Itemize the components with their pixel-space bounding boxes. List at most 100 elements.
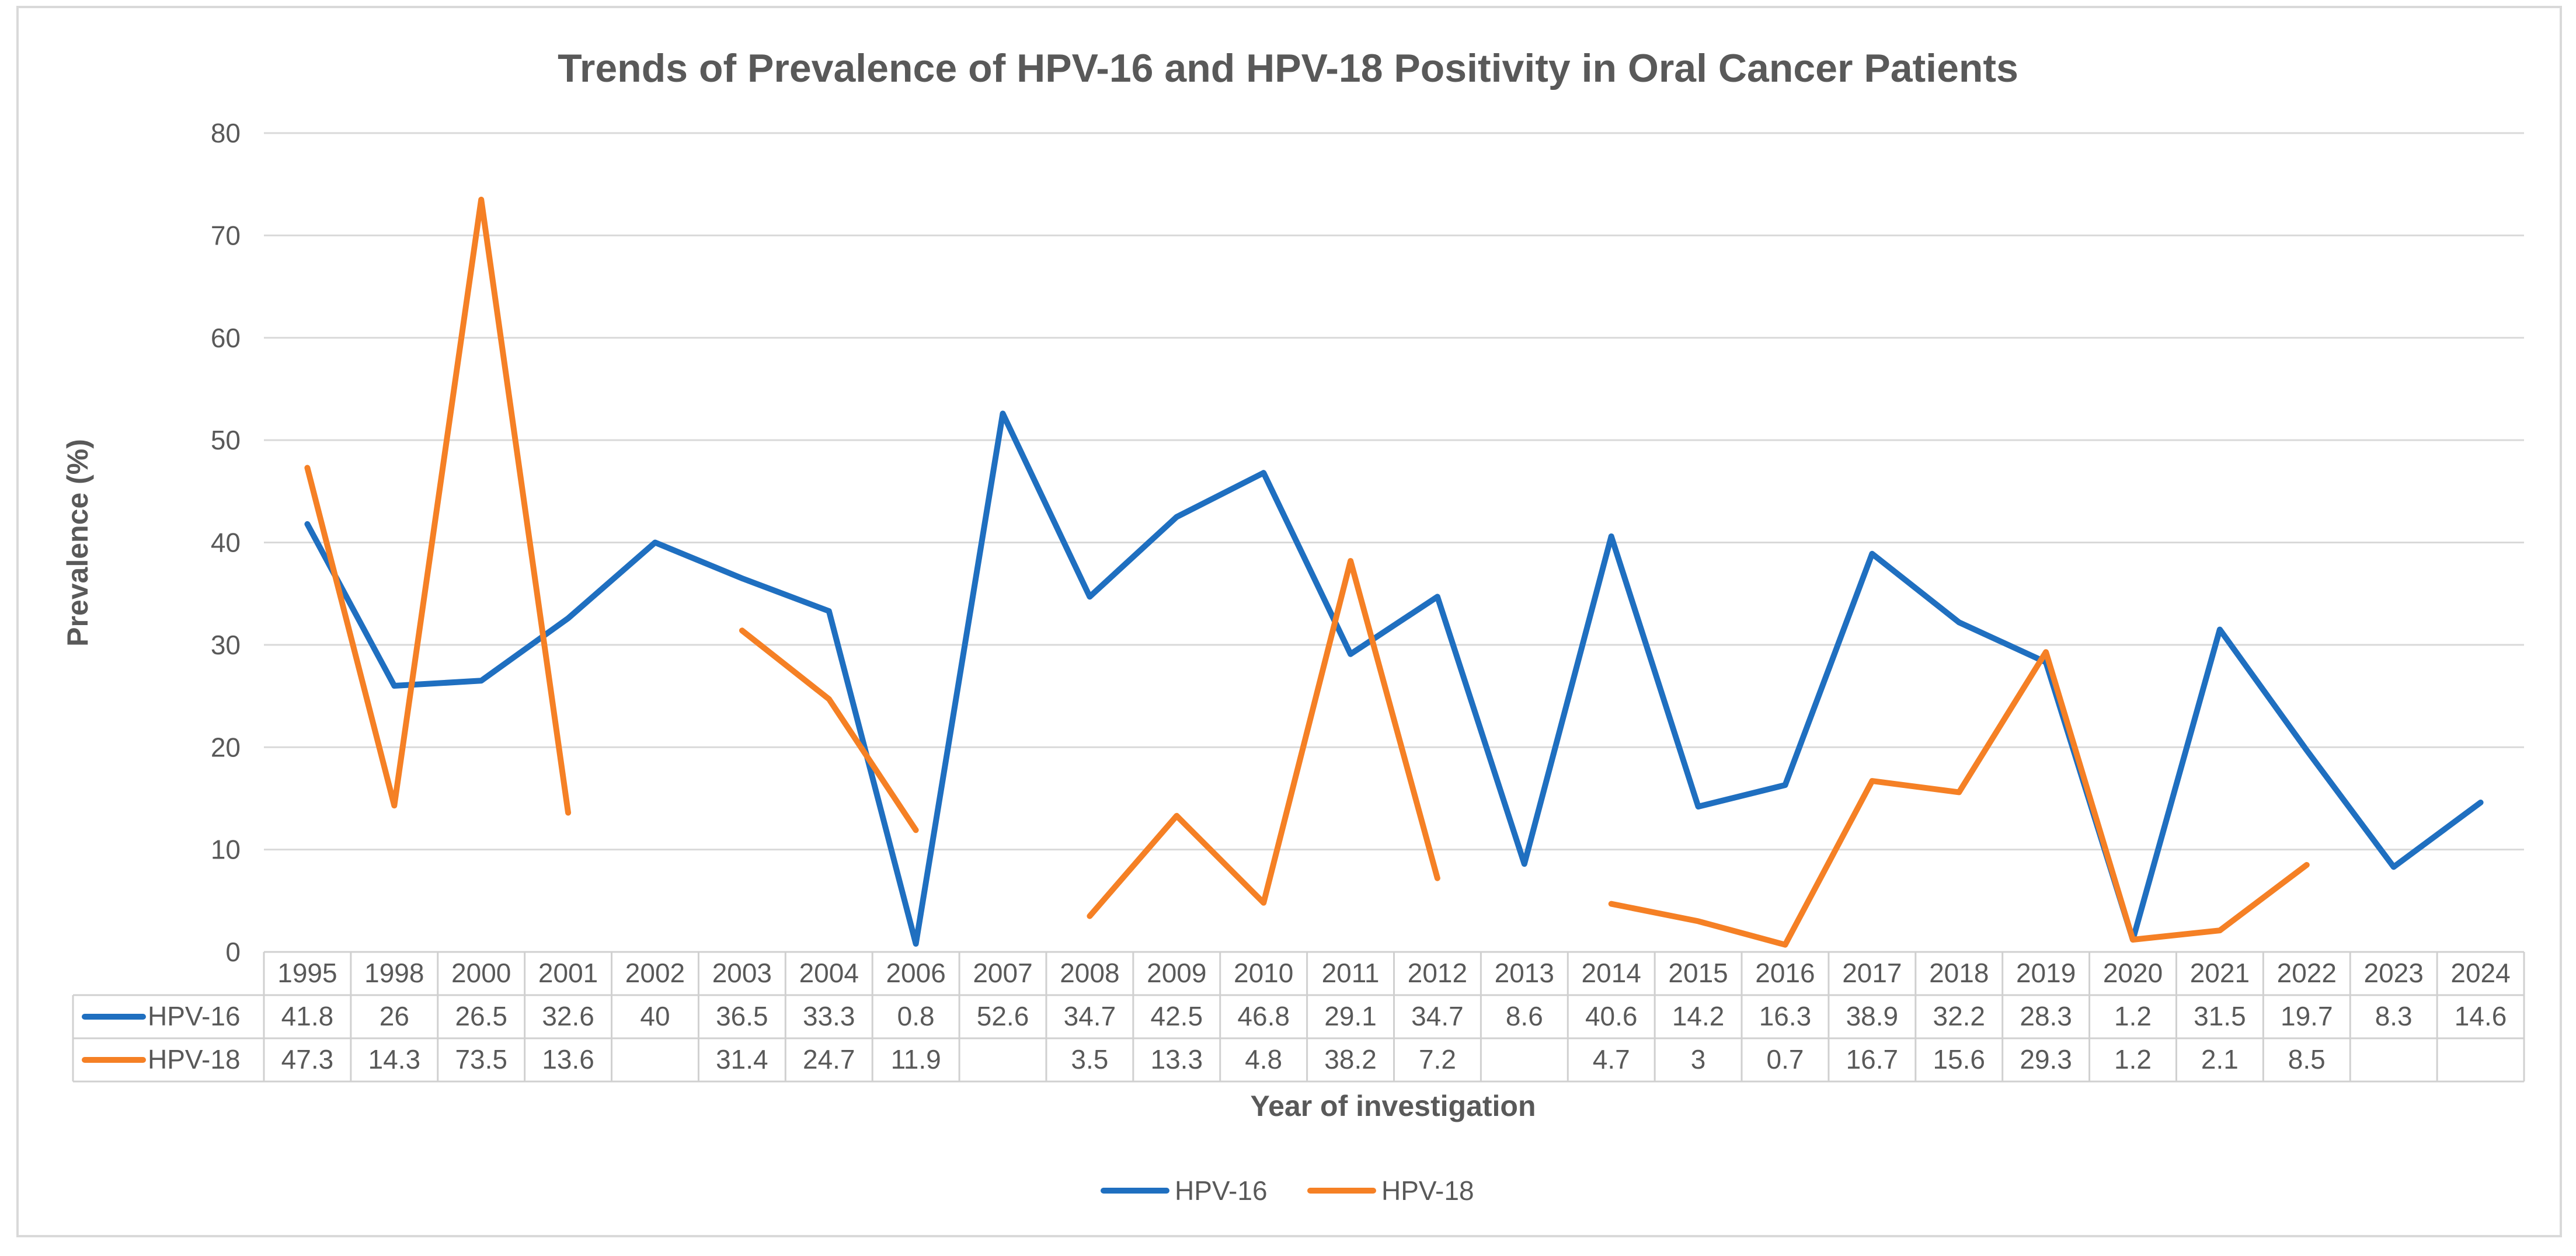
data-label: 42.5: [1151, 1001, 1203, 1031]
y-axis-ticks: 0 10 20 30 40 50 60 70 80: [211, 118, 241, 967]
x-category-label: 2020: [2103, 958, 2163, 988]
data-label: 4.8: [1245, 1044, 1282, 1074]
x-category-label: 2010: [1234, 958, 1293, 988]
data-label: 15.6: [1933, 1044, 1985, 1074]
data-label: 40.6: [1585, 1001, 1638, 1031]
data-label: 14.6: [2455, 1001, 2507, 1031]
x-category-label: 2019: [2016, 958, 2076, 988]
series-lines: [304, 197, 2484, 948]
data-label: 38.9: [1846, 1001, 1899, 1031]
x-axis-title: Year of investigation: [1250, 1090, 1536, 1122]
x-category-label: 2006: [886, 958, 945, 988]
data-label: 52.6: [977, 1001, 1029, 1031]
series-line-hpv-18: [1087, 558, 1440, 919]
y-axis-title: Prevalence (%): [61, 439, 94, 647]
x-category-label: 2014: [1582, 958, 1641, 988]
y-tick-label: 10: [211, 835, 241, 865]
data-label: 1.2: [2114, 1044, 2152, 1074]
y-tick-label: 70: [211, 220, 241, 250]
data-label: 38.2: [1324, 1044, 1377, 1074]
data-label: 29.1: [1324, 1001, 1377, 1031]
x-category-label: 2012: [1408, 958, 1467, 988]
x-category-label: 2007: [973, 958, 1032, 988]
y-tick-label: 0: [225, 937, 241, 967]
data-label: 14.2: [1672, 1001, 1725, 1031]
data-table: 1995 1998 2000 2001 2002 2003 2004 2006 2007 2008…: [72, 951, 2525, 1083]
data-label: 33.3: [803, 1001, 855, 1031]
data-label: 24.7: [803, 1044, 855, 1074]
data-label: 40: [640, 1001, 670, 1031]
data-label: 26: [380, 1001, 409, 1031]
y-tick-label: 80: [211, 118, 241, 148]
data-label: 8.6: [1506, 1001, 1543, 1031]
x-category-label: 1998: [364, 958, 424, 988]
data-label: 32.2: [1933, 1001, 1985, 1031]
legend-entry: HPV-16: [1175, 1175, 1268, 1206]
x-category-label: 2004: [799, 958, 859, 988]
data-label: 28.3: [2020, 1001, 2072, 1031]
x-category-label: 2008: [1060, 958, 1119, 988]
data-label: 32.6: [542, 1001, 594, 1031]
data-label: 0.7: [1767, 1044, 1804, 1074]
x-category-label: 2016: [1755, 958, 1815, 988]
data-label: 7.2: [1419, 1044, 1456, 1074]
legend-entry: HPV-18: [1381, 1175, 1474, 1206]
series-line-hpv-18: [304, 197, 572, 816]
chart-title: Trends of Prevalence of HPV-16 and HPV-1…: [558, 46, 2018, 90]
data-label: 14.3: [368, 1044, 421, 1074]
data-label: 19.7: [2281, 1001, 2333, 1031]
data-label: 11.9: [891, 1044, 941, 1074]
x-category-label: 2018: [1929, 958, 1989, 988]
x-category-label: 2002: [625, 958, 685, 988]
x-category-label: 2001: [538, 958, 598, 988]
x-category-label: 2003: [712, 958, 772, 988]
data-label: 26.5: [455, 1001, 507, 1031]
data-label: 16.7: [1846, 1044, 1899, 1074]
data-label: 0.8: [897, 1001, 935, 1031]
data-label: 4.7: [1593, 1044, 1630, 1074]
data-label: 2.1: [2201, 1044, 2239, 1074]
data-label: 8.5: [2288, 1044, 2326, 1074]
x-category-label: 2023: [2364, 958, 2424, 988]
data-label: 16.3: [1759, 1001, 1812, 1031]
y-tick-label: 60: [211, 323, 241, 353]
data-label: 31.4: [716, 1044, 768, 1074]
x-category-label: 2015: [1668, 958, 1728, 988]
x-category-label: 2009: [1147, 958, 1206, 988]
table-series-name: HPV-16: [148, 1001, 241, 1031]
data-label: 3.5: [1071, 1044, 1108, 1074]
x-category-label: 2024: [2450, 958, 2510, 988]
table-series-name: HPV-18: [148, 1044, 241, 1074]
data-label: 3: [1691, 1044, 1706, 1074]
x-category-label: 2022: [2277, 958, 2337, 988]
y-tick-label: 30: [211, 630, 241, 660]
data-label: 46.8: [1237, 1001, 1290, 1031]
x-category-label: 1995: [277, 958, 337, 988]
data-label: 13.3: [1151, 1044, 1203, 1074]
data-label: 41.8: [281, 1001, 334, 1031]
x-category-label: 2000: [451, 958, 511, 988]
y-tick-label: 20: [211, 732, 241, 762]
x-category-label: 2017: [1842, 958, 1902, 988]
series-line-hpv-18: [739, 627, 919, 833]
data-label: 34.7: [1411, 1001, 1464, 1031]
x-category-label: 2021: [2190, 958, 2250, 988]
chart-frame: [16, 6, 2562, 1237]
data-label: 29.3: [2020, 1044, 2072, 1074]
y-tick-label: 40: [211, 528, 241, 558]
data-label: 31.5: [2194, 1001, 2246, 1031]
data-label: 34.7: [1064, 1001, 1116, 1031]
data-label: 8.3: [2375, 1001, 2413, 1031]
data-label: 13.6: [542, 1044, 594, 1074]
x-category-label: 2013: [1495, 958, 1554, 988]
data-label: 73.5: [455, 1044, 507, 1074]
y-tick-label: 50: [211, 425, 241, 455]
legend: HPV-16 HPV-18: [1101, 1175, 1474, 1206]
data-label: 47.3: [281, 1044, 334, 1074]
data-label: 1.2: [2114, 1001, 2152, 1031]
data-label: 36.5: [716, 1001, 768, 1031]
x-category-label: 2011: [1322, 958, 1380, 988]
series-line-hpv-18: [1608, 649, 2310, 948]
